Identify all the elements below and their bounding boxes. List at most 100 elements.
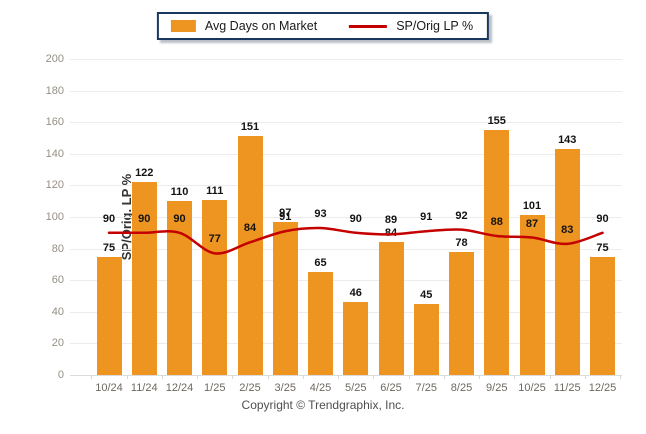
line-legend-label: SP/Orig LP % xyxy=(396,19,474,33)
bar-value-label: 65 xyxy=(314,257,327,270)
bar-legend-label: Avg Days on Market xyxy=(204,19,318,33)
gridline xyxy=(70,185,622,187)
x-tick-mark xyxy=(514,375,516,379)
x-tick-mark xyxy=(408,375,410,379)
bar-value-label: 45 xyxy=(420,288,433,301)
y-tick-label: 140 xyxy=(45,147,64,160)
bar-6/25 xyxy=(378,242,404,375)
line-value-label: 91 xyxy=(279,211,292,224)
gridline xyxy=(70,217,622,218)
x-tick-label: 9/25 xyxy=(486,382,508,394)
bar-4/25 xyxy=(308,272,333,375)
bar-3/25 xyxy=(272,221,298,375)
gridline xyxy=(70,59,622,60)
bar-9/25 xyxy=(484,130,510,375)
line-value-label: 92 xyxy=(455,209,468,222)
x-tick-label: 12/24 xyxy=(165,382,194,394)
bar-2/25 xyxy=(237,136,263,375)
x-tick-label: 4/25 xyxy=(309,382,332,394)
bar-11/24 xyxy=(131,182,157,375)
y-tick-label: 60 xyxy=(51,274,64,287)
bar-10/25 xyxy=(519,215,545,375)
line-value-label: 90 xyxy=(596,212,609,225)
x-tick-mark xyxy=(232,375,234,379)
x-tick-mark xyxy=(267,375,269,379)
line-value-label: 90 xyxy=(173,212,186,225)
gridline xyxy=(70,122,622,124)
line-value-label: 90 xyxy=(138,212,151,225)
y-tick-label: 80 xyxy=(51,242,64,255)
x-tick-mark xyxy=(302,375,304,379)
x-tick-mark xyxy=(91,375,93,379)
line-value-label: 77 xyxy=(208,233,221,246)
x-axis-line xyxy=(70,375,622,376)
x-tick-mark xyxy=(443,375,445,379)
y-tick-label: 20 xyxy=(51,337,64,350)
line-value-label: 91 xyxy=(420,211,433,224)
line-legend-swatch xyxy=(349,24,388,28)
legend: Avg Days on Market SP/Orig LP % xyxy=(156,12,490,40)
gridline xyxy=(70,90,622,92)
bar-value-label: 78 xyxy=(455,236,468,249)
x-tick-label: 11/24 xyxy=(130,382,158,394)
bar-12/25 xyxy=(590,256,615,375)
x-tick-label: 5/25 xyxy=(345,382,367,394)
bar-value-label: 122 xyxy=(135,167,154,180)
gridline xyxy=(70,280,622,282)
line-value-label: 84 xyxy=(243,222,257,235)
plot-area: 0 20 40 60 80 100 120 140 160 180 200 75 10/24 122 11/… xyxy=(46,53,622,394)
x-tick-mark xyxy=(620,375,622,379)
x-tick-label: 2/25 xyxy=(239,382,261,394)
bar-12/24 xyxy=(167,201,192,375)
bar-11/25 xyxy=(554,149,580,375)
x-tick-mark xyxy=(584,375,586,379)
x-tick-label: 1/25 xyxy=(204,382,226,394)
line-value-label: 87 xyxy=(525,217,539,230)
bar-value-label: 151 xyxy=(240,121,260,134)
gridline xyxy=(70,153,622,155)
x-tick-label: 12/25 xyxy=(588,382,617,394)
x-tick-label: 8/25 xyxy=(450,382,473,394)
bar-value-label: 110 xyxy=(170,186,189,199)
x-tick-mark xyxy=(549,375,551,379)
bar-value-label: 111 xyxy=(206,184,224,197)
y-tick-label: 200 xyxy=(45,53,64,65)
x-tick-mark xyxy=(479,375,481,379)
x-tick-mark xyxy=(373,375,375,379)
bar-value-label: 143 xyxy=(558,134,577,147)
x-tick-label: 3/25 xyxy=(274,382,296,394)
line-value-label: 93 xyxy=(314,208,327,221)
bar-value-label: 101 xyxy=(522,200,542,213)
x-tick-mark xyxy=(197,375,199,379)
x-tick-mark xyxy=(126,375,128,379)
y-tick-label: 0 xyxy=(57,369,64,381)
y-tick-label: 100 xyxy=(45,211,64,223)
line-value-label: 88 xyxy=(490,215,503,228)
x-tick-label: 11/25 xyxy=(553,382,581,394)
x-tick-label: 10/24 xyxy=(95,382,123,394)
bar-8/25 xyxy=(449,251,474,375)
x-tick-mark xyxy=(161,375,163,379)
x-tick-label: 7/25 xyxy=(415,382,437,394)
y-tick-label: 120 xyxy=(45,179,64,192)
bar-value-label: 155 xyxy=(487,115,506,128)
bar-7/25 xyxy=(413,303,439,375)
bar-value-label: 75 xyxy=(596,241,609,254)
bar-value-label: 84 xyxy=(384,227,398,240)
bar-value-label: 46 xyxy=(349,287,362,300)
bar-value-label: 75 xyxy=(102,241,116,254)
line-value-label: 89 xyxy=(384,214,398,227)
bar-5/25 xyxy=(343,302,369,375)
x-tick-mark xyxy=(338,375,340,379)
bar-10/24 xyxy=(96,256,122,375)
y-tick-label: 160 xyxy=(45,116,64,129)
y-tick-label: 40 xyxy=(51,305,64,318)
bar-1/25 xyxy=(202,199,228,375)
line-value-label: 90 xyxy=(102,212,116,225)
copyright: Copyright © Trendgraphix, Inc. xyxy=(241,398,405,412)
line-value-label: 83 xyxy=(561,223,574,236)
y-tick-label: 180 xyxy=(45,84,64,97)
line-value-label: 90 xyxy=(349,212,362,225)
bar-legend-swatch xyxy=(170,20,196,32)
